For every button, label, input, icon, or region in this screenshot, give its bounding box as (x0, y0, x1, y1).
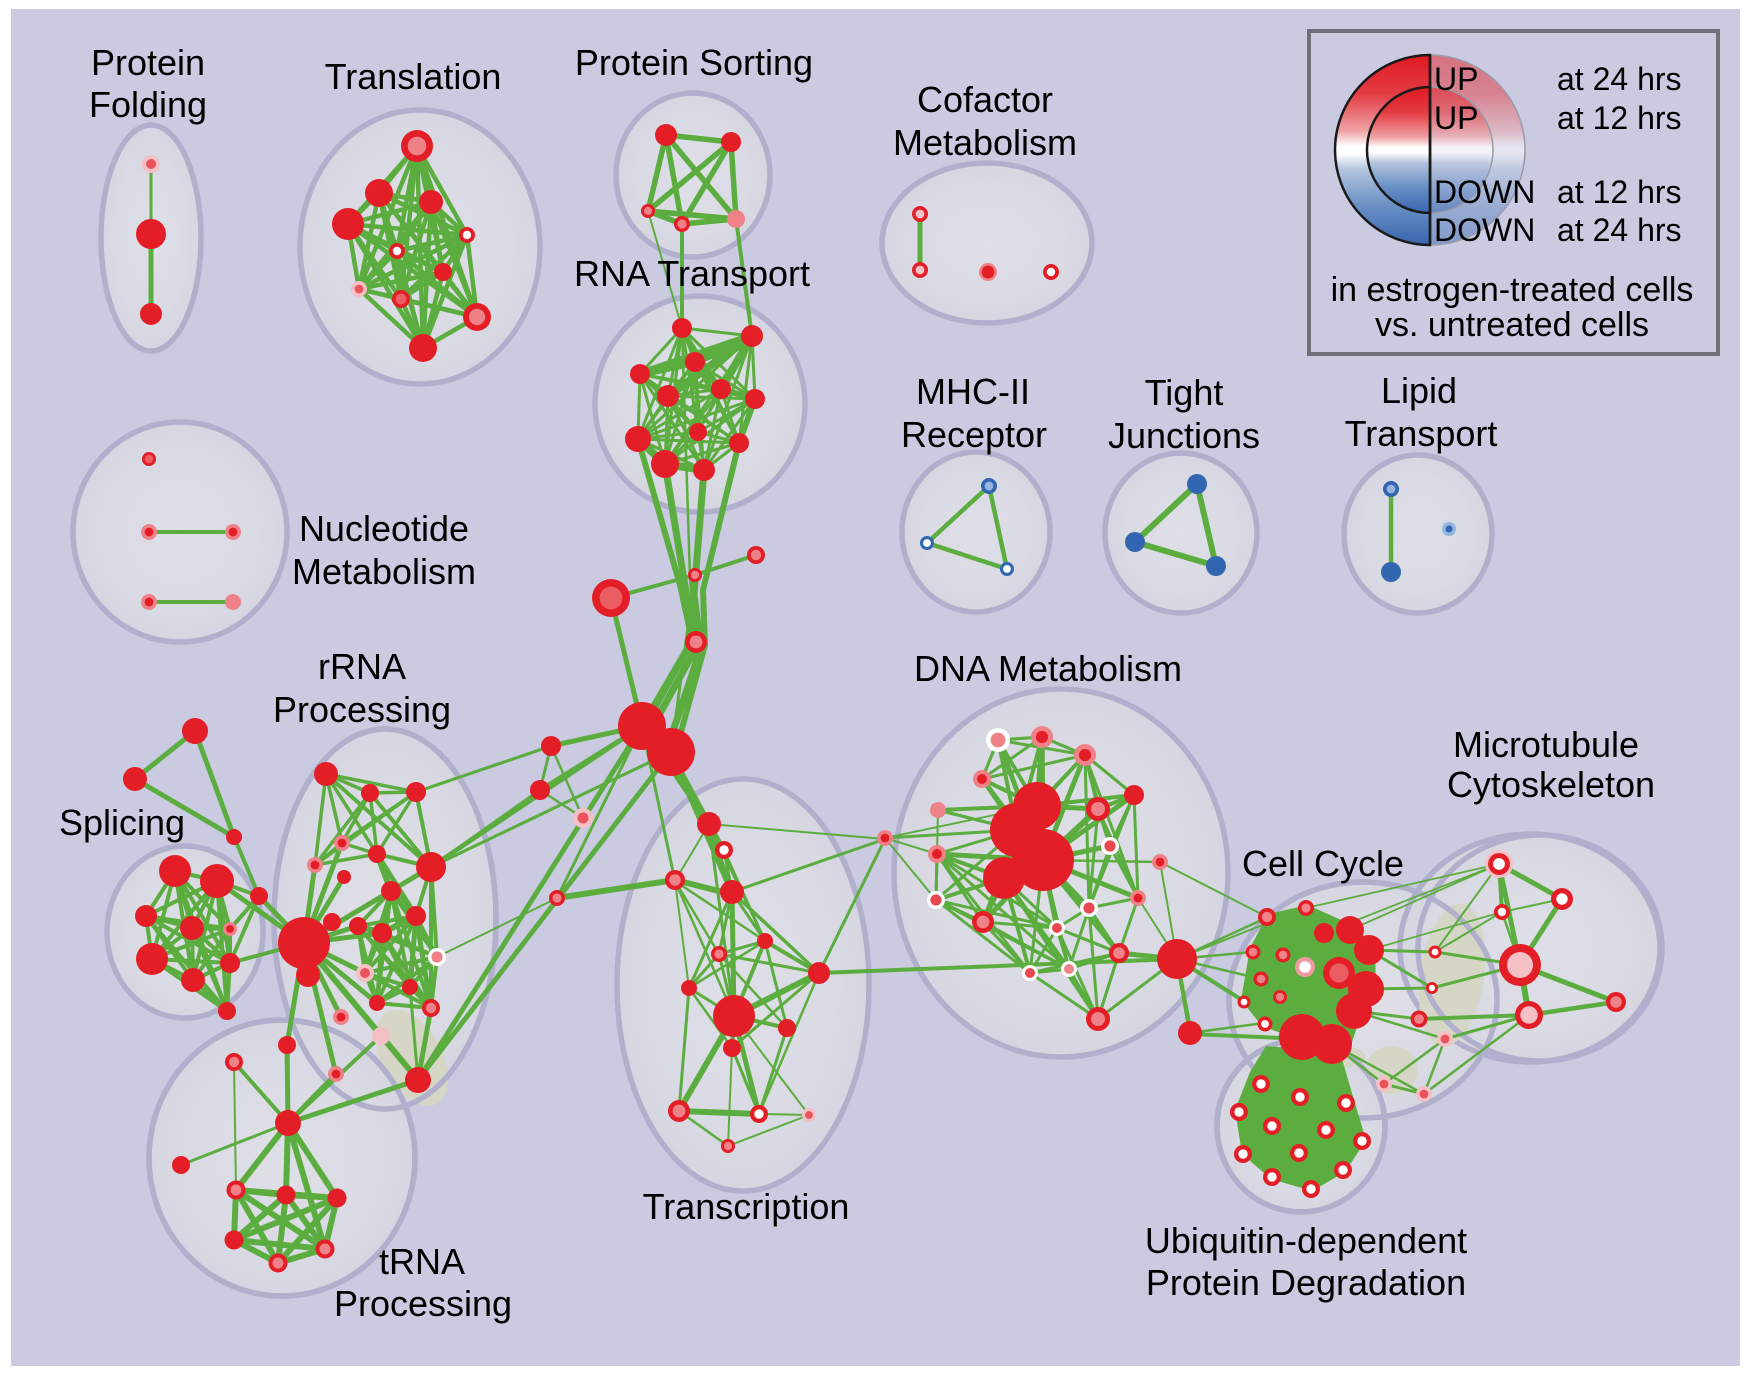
svg-text:RNA Transport: RNA Transport (574, 253, 810, 294)
svg-text:DOWN: DOWN (1434, 212, 1535, 248)
svg-text:at 24 hrs: at 24 hrs (1557, 212, 1682, 248)
svg-text:Ubiquitin-dependent: Ubiquitin-dependent (1145, 1220, 1467, 1261)
svg-text:Transcription: Transcription (643, 1186, 850, 1227)
svg-text:at 12 hrs: at 12 hrs (1557, 100, 1682, 136)
svg-text:Folding: Folding (89, 84, 207, 125)
svg-text:Transport: Transport (1345, 413, 1498, 454)
svg-text:Lipid: Lipid (1381, 370, 1457, 411)
svg-text:at 24 hrs: at 24 hrs (1557, 61, 1682, 97)
svg-text:Cofactor: Cofactor (917, 79, 1053, 120)
svg-text:Protein Sorting: Protein Sorting (575, 42, 813, 83)
svg-text:Cytoskeleton: Cytoskeleton (1447, 764, 1655, 805)
svg-text:Protein Degradation: Protein Degradation (1146, 1262, 1466, 1303)
svg-text:tRNA: tRNA (379, 1241, 465, 1282)
svg-text:at 12 hrs: at 12 hrs (1557, 174, 1682, 210)
svg-text:Processing: Processing (334, 1283, 512, 1324)
svg-text:Microtubule: Microtubule (1453, 724, 1639, 765)
svg-text:Splicing: Splicing (59, 802, 185, 843)
svg-text:UP: UP (1434, 100, 1478, 136)
svg-text:vs. untreated cells: vs. untreated cells (1375, 306, 1649, 344)
svg-text:Translation: Translation (325, 56, 502, 97)
svg-text:MHC-II: MHC-II (916, 371, 1030, 412)
svg-text:Metabolism: Metabolism (292, 551, 476, 592)
svg-text:DNA Metabolism: DNA Metabolism (914, 648, 1182, 689)
svg-text:UP: UP (1434, 61, 1478, 97)
svg-text:DOWN: DOWN (1434, 174, 1535, 210)
svg-text:Protein: Protein (91, 42, 205, 83)
svg-text:Nucleotide: Nucleotide (299, 508, 469, 549)
svg-text:Processing: Processing (273, 689, 451, 730)
svg-text:Cell Cycle: Cell Cycle (1242, 843, 1404, 884)
svg-text:Junctions: Junctions (1108, 415, 1260, 456)
svg-text:Tight: Tight (1145, 372, 1224, 413)
svg-text:rRNA: rRNA (318, 646, 406, 687)
svg-text:in estrogen-treated cells: in estrogen-treated cells (1331, 271, 1694, 309)
svg-text:Receptor: Receptor (901, 414, 1047, 455)
svg-text:Metabolism: Metabolism (893, 122, 1077, 163)
